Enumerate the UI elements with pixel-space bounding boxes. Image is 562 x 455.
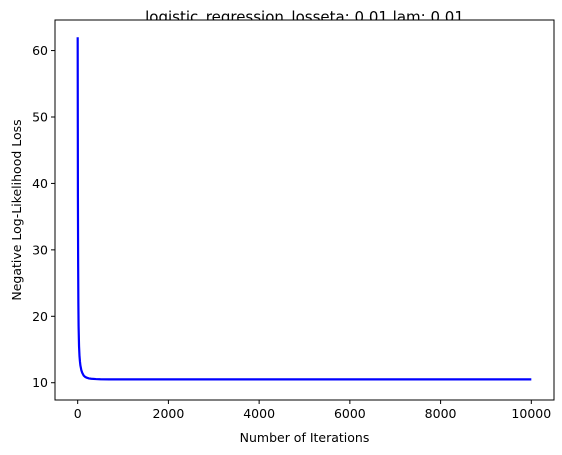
y-tick-label: 20 [32, 309, 48, 324]
x-tick-label: 4000 [243, 406, 275, 421]
x-tick-label: 8000 [425, 406, 457, 421]
y-tick-label: 30 [32, 242, 48, 257]
plot-frame [54, 19, 555, 401]
x-tick-label: 6000 [334, 406, 366, 421]
y-axis-label: Negative Log-Likelihood Loss [9, 119, 24, 300]
y-tick-label: 50 [32, 109, 48, 124]
x-tick-label: 0 [74, 406, 82, 421]
y-tick-label: 40 [32, 176, 48, 191]
series-layer [76, 37, 532, 381]
x-axis-label: Number of Iterations [240, 430, 370, 445]
y-tick-label: 10 [32, 375, 48, 390]
y-axis-ticks: 10 20 30 40 50 60 [32, 43, 55, 390]
x-tick-label: 2000 [153, 406, 185, 421]
x-axis-ticks: 0 2000 4000 6000 8000 10000 [74, 400, 551, 421]
plot-area [55, 20, 554, 400]
x-tick-label: 10000 [511, 406, 551, 421]
series-line-0 [76, 37, 532, 381]
y-tick-label: 60 [32, 43, 48, 58]
